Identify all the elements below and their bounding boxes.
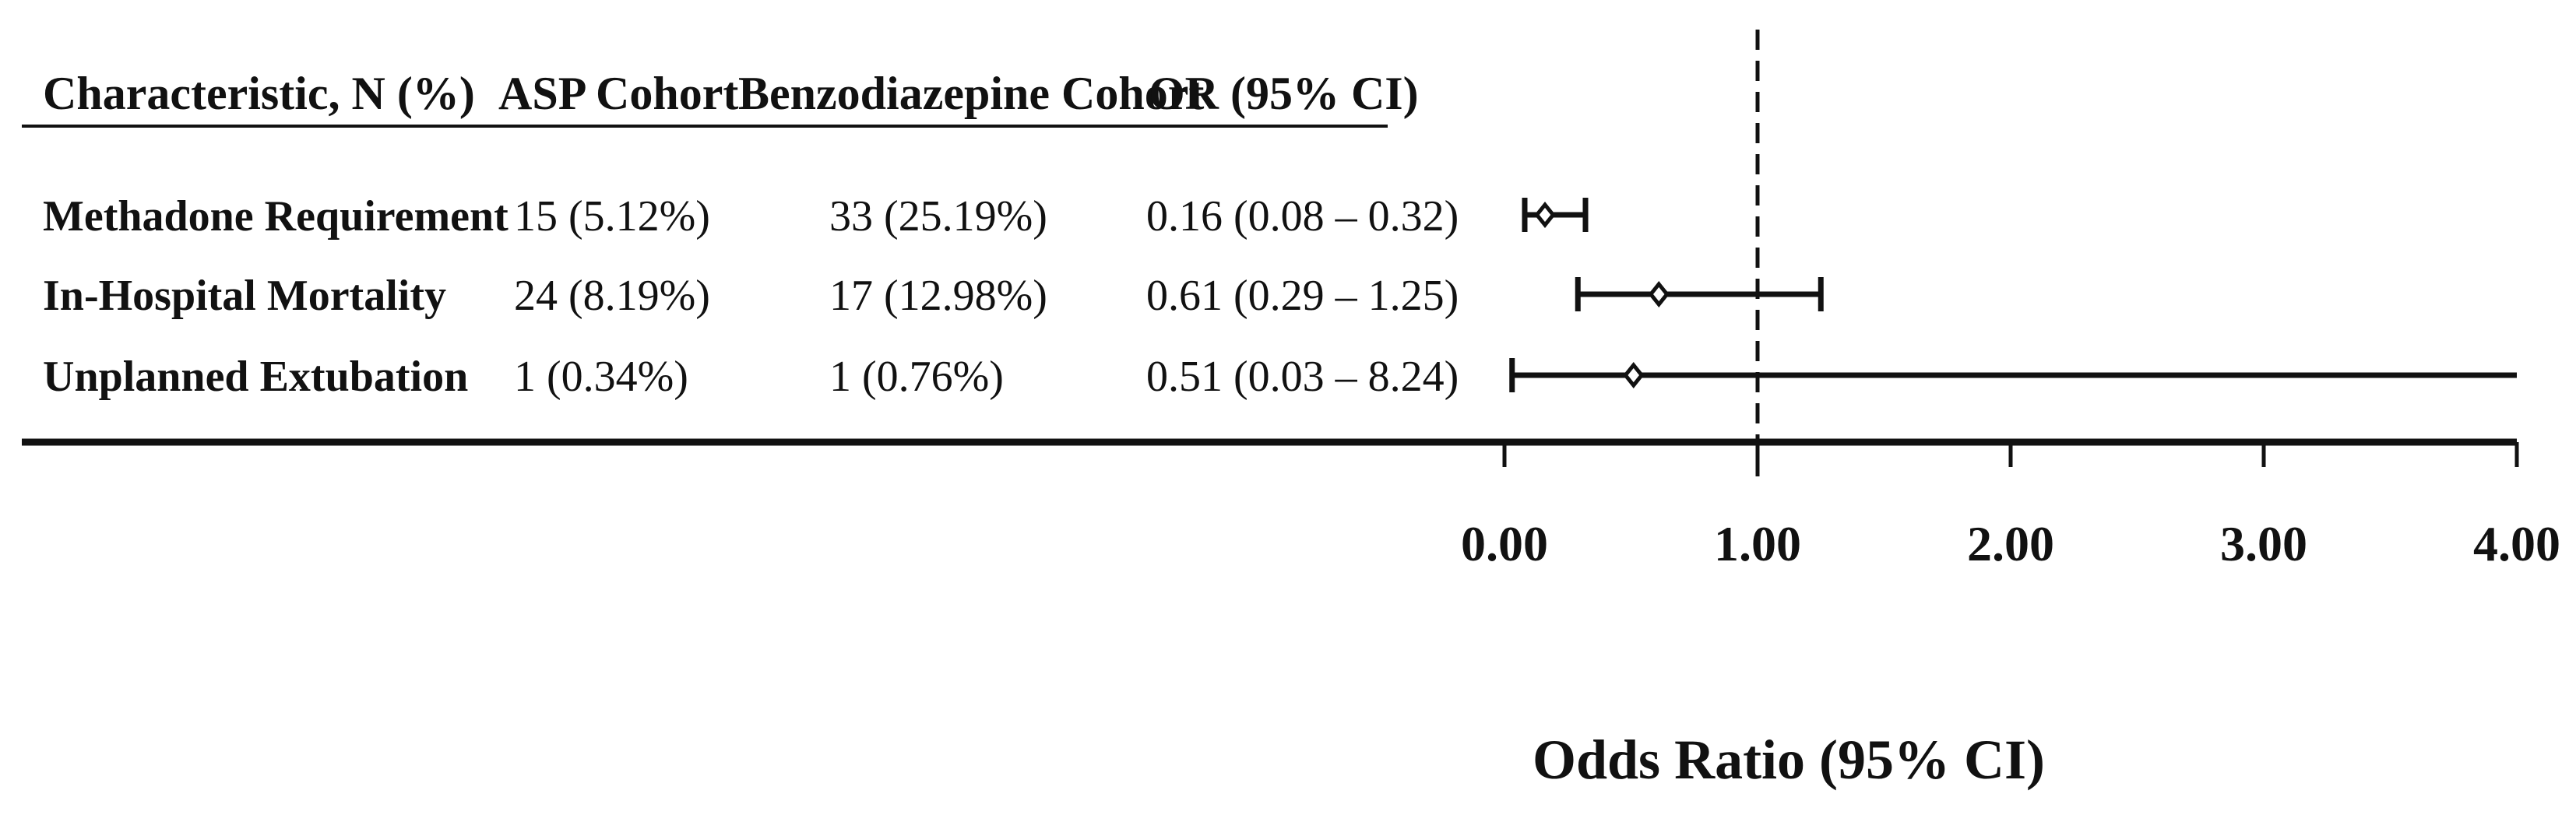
x-tick-label: 0.00 [1461,516,1548,571]
x-tick-label: 4.00 [2473,516,2560,571]
column-header: Characteristic, N (%) [43,68,475,119]
point-estimate [1534,201,1556,229]
row-label: In-Hospital Mortality [43,272,446,320]
point-estimate [1648,280,1670,308]
asp-cohort-value: 1 (0.34%) [514,353,688,401]
asp-cohort-value: 24 (8.19%) [514,272,710,320]
or-ci-text: 0.16 (0.08 – 0.32) [1146,192,1459,241]
asp-cohort-value: 15 (5.12%) [514,192,710,241]
x-tick-label: 3.00 [2220,516,2307,571]
benzo-cohort-value: 1 (0.76%) [829,353,1004,401]
point-estimate [1623,361,1645,389]
x-axis-title: Odds Ratio (95% CI) [1533,729,2045,791]
or-ci-text: 0.51 (0.03 – 8.24) [1146,353,1459,401]
or-ci-text: 0.61 (0.29 – 1.25) [1146,272,1459,320]
x-tick-label: 2.00 [1967,516,2054,571]
benzo-cohort-value: 33 (25.19%) [829,192,1047,241]
column-header: ASP Cohort [498,68,738,119]
benzo-cohort-value: 17 (12.98%) [829,272,1047,320]
row-label: Unplanned Extubation [43,353,468,401]
row-label: Methadone Requirement [43,192,509,241]
x-tick-label: 1.00 [1714,516,1801,571]
column-header: OR (95% CI) [1149,68,1419,119]
column-header: Benzodiazepine Cohort [738,68,1204,119]
